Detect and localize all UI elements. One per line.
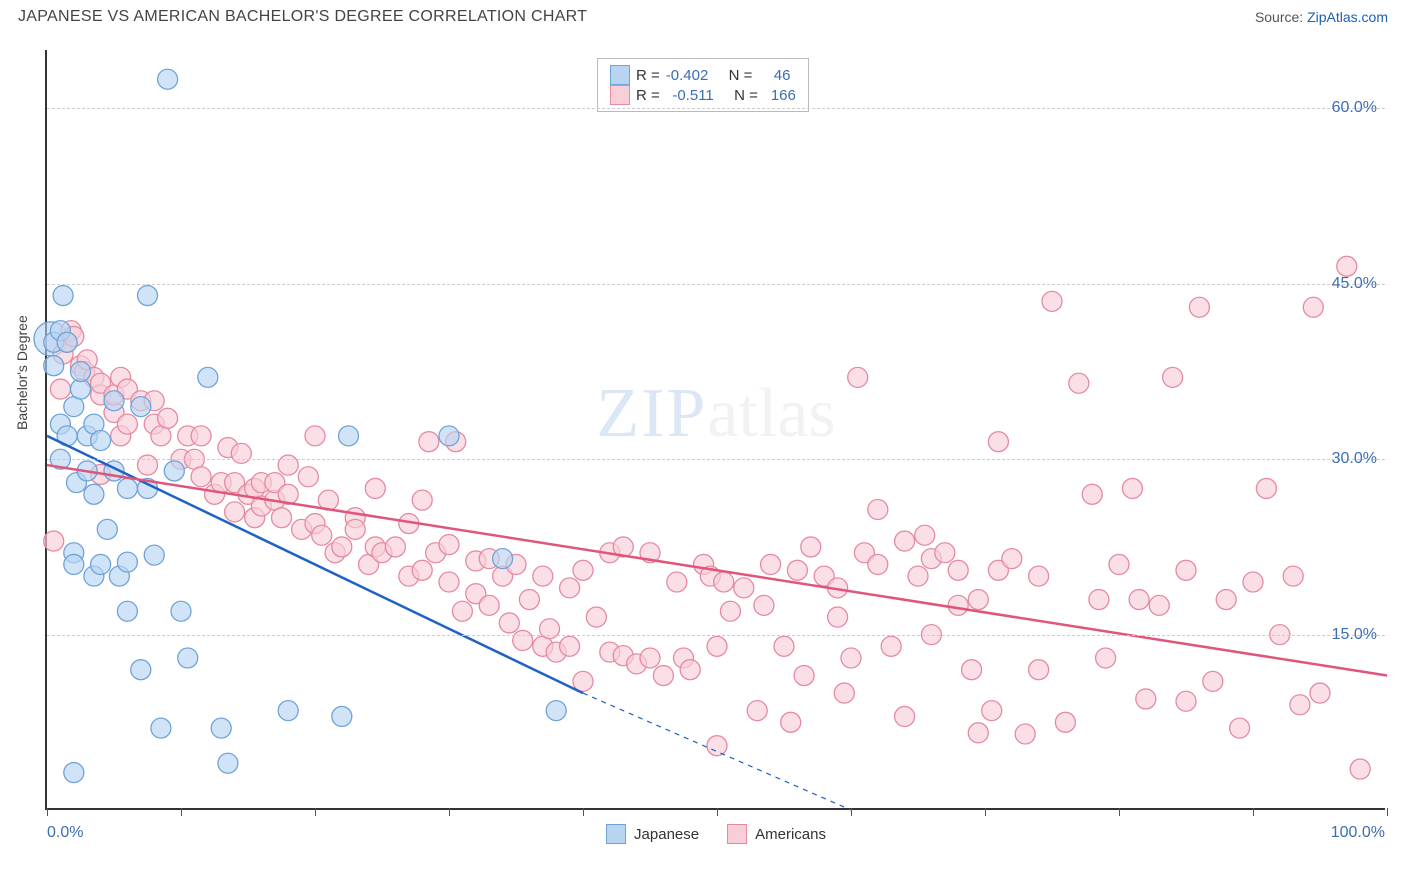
ytick-label: 30.0% [1332,450,1377,468]
chart-header: JAPANESE VS AMERICAN BACHELOR'S DEGREE C… [0,0,1406,30]
chart-plot-area: ZIPatlas R = -0.402 N = 46 R = -0.511 N … [45,50,1385,810]
scatter-svg [47,50,1385,808]
ytick-label: 15.0% [1332,626,1377,644]
xtick-label-max: 100.0% [1331,824,1385,842]
chart-title: JAPANESE VS AMERICAN BACHELOR'S DEGREE C… [18,8,587,26]
legend-item-americans: Americans [727,824,826,844]
swatch-japanese [606,824,626,844]
legend-item-japanese: Japanese [606,824,699,844]
source-link[interactable]: ZipAtlas.com [1307,9,1388,25]
swatch-americans [727,824,747,844]
ytick-label: 60.0% [1332,99,1377,117]
source-attribution: Source: ZipAtlas.com [1255,9,1388,25]
ytick-label: 45.0% [1332,275,1377,293]
y-axis-label: Bachelor's Degree [14,315,30,430]
swatch-japanese [610,65,630,85]
legend-stats-box: R = -0.402 N = 46 R = -0.511 N = 166 [597,58,809,112]
xtick-label-min: 0.0% [47,824,83,842]
legend-row-japanese: R = -0.402 N = 46 [610,65,796,85]
legend-row-americans: R = -0.511 N = 166 [610,85,796,105]
legend-bottom: Japanese Americans [606,824,826,844]
swatch-americans [610,85,630,105]
